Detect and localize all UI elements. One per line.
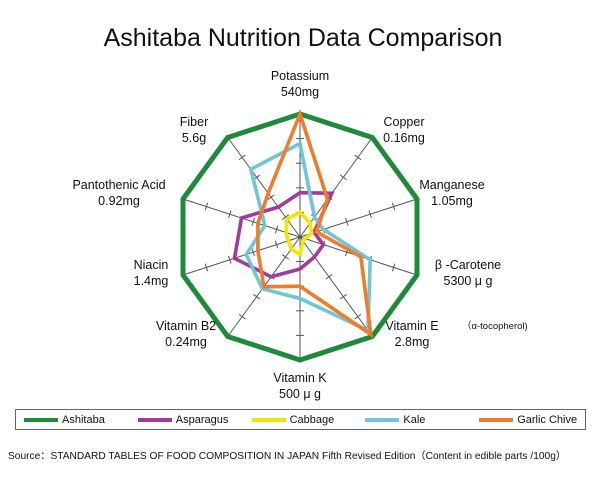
axis-tick xyxy=(251,217,255,226)
axis-label-max: 500 μ g xyxy=(279,387,321,401)
series-garlic-chive xyxy=(256,108,374,339)
axis-tick xyxy=(238,313,246,320)
axis-tick xyxy=(267,194,275,200)
axis-label-max: 5.6g xyxy=(182,131,206,145)
axis-label-name: Vitamin B2 xyxy=(156,319,216,333)
axis-tick xyxy=(368,210,372,219)
axis-label-max: 1.4mg xyxy=(134,274,169,288)
axis-label-name: Copper xyxy=(384,115,425,129)
axis-tick xyxy=(339,174,347,181)
axis-tick xyxy=(282,214,290,220)
axis-spoke xyxy=(299,198,418,238)
axis-spoke xyxy=(299,137,373,238)
series-ashitaba xyxy=(180,111,420,363)
legend-label: Asparagus xyxy=(175,413,229,426)
axis-label-name: Niacin xyxy=(134,258,169,272)
axis-label-name: Fiber xyxy=(180,115,208,129)
axis-tick xyxy=(339,293,347,300)
axis-tick xyxy=(204,263,209,272)
legend-swatch xyxy=(251,417,286,422)
axis-tick xyxy=(204,202,209,211)
legend-item-asparagus: Asparagus xyxy=(130,414,244,426)
axis-tick xyxy=(251,248,255,257)
axis-label-name: Potassium xyxy=(271,69,329,83)
legend-item-cabbage: Cabbage xyxy=(244,414,358,426)
axis-label-name: β -Carotene xyxy=(435,258,501,272)
axis-label-max: 0.24mg xyxy=(165,335,207,349)
axis-label-name: Vitamin E xyxy=(385,319,438,333)
axis-tick xyxy=(345,217,349,226)
radar-series xyxy=(180,108,420,363)
chart-title: Ashitaba Nutrition Data Comparison xyxy=(104,24,503,52)
axis-tick xyxy=(391,263,396,272)
legend-item-ashitaba: Ashitaba xyxy=(16,414,130,426)
axis-label-max: 0.92mg xyxy=(98,194,140,208)
axis-spoke xyxy=(299,236,373,337)
legend-label: Kale xyxy=(403,413,426,426)
axis-tick xyxy=(354,313,362,320)
axis-tick xyxy=(228,210,232,219)
axis-tick xyxy=(238,154,246,161)
axis-label-max: 5300 μ g xyxy=(444,274,493,288)
axis-label-name: Manganese xyxy=(419,178,484,192)
axis-tick xyxy=(274,240,279,249)
axis-tick xyxy=(282,254,290,260)
axis-tick xyxy=(274,225,279,234)
legend-swatch xyxy=(365,417,400,422)
series-cabbage xyxy=(284,210,314,258)
legend-label: Garlic Chive xyxy=(517,413,578,426)
legend-item-kale: Kale xyxy=(357,414,471,426)
axis-label-max: 540mg xyxy=(281,85,319,99)
legend: Ashitaba Asparagus Cabbage Kale Garlic C… xyxy=(15,409,586,430)
source-note: Source：STANDARD TABLES OF FOOD COMPOSITI… xyxy=(8,451,567,462)
axis-label-max: 2.8mg xyxy=(395,335,430,349)
axis-spoke xyxy=(182,236,301,276)
axis-tick xyxy=(354,154,362,161)
axis-label-note: （α-tocopherol) xyxy=(462,320,528,332)
legend-label: Cabbage xyxy=(289,413,335,426)
legend-swatch xyxy=(479,417,514,422)
axis-label-name: Pantothenic Acid xyxy=(72,178,165,192)
axis-label-max: 0.16mg xyxy=(383,131,425,145)
axis-tick xyxy=(228,255,232,264)
legend-item-garlic-chive: Garlic Chive xyxy=(471,414,585,426)
legend-swatch xyxy=(137,417,172,422)
legend-swatch xyxy=(24,417,58,422)
axis-tick xyxy=(391,202,396,211)
axis-tick xyxy=(253,293,261,300)
legend-label: Ashitaba xyxy=(62,413,105,426)
axis-label-max: 1.05mg xyxy=(431,194,473,208)
axis-labels: Potassium 540mg Copper 0.16mg Manganese 1.05m… xyxy=(72,69,527,401)
axis-label-name: Vitamin K xyxy=(273,371,327,385)
axis-tick xyxy=(325,274,333,280)
